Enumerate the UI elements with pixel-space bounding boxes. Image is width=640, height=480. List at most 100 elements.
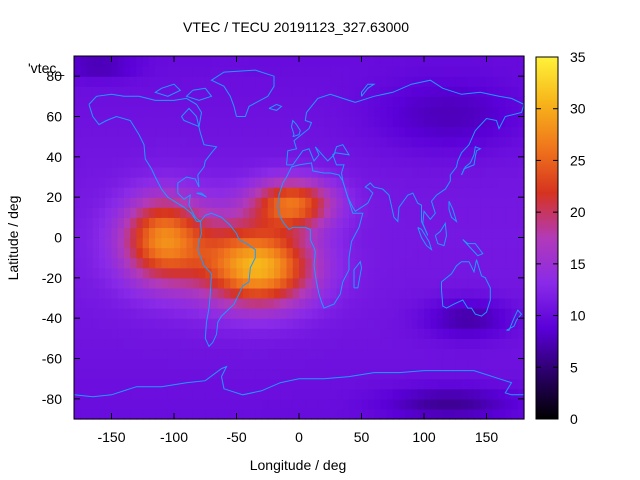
heatmap-cell (355, 338, 363, 350)
heatmap-cell (361, 247, 369, 259)
heatmap-cell (117, 116, 125, 128)
heatmap-cell (267, 156, 275, 168)
heatmap-cell (255, 247, 263, 259)
heatmap-cell (92, 408, 100, 420)
heatmap-cell (230, 318, 238, 329)
heatmap-cell (517, 328, 525, 339)
heatmap-cell (374, 146, 381, 158)
heatmap-cell (105, 177, 113, 188)
heatmap-cell (230, 166, 238, 178)
heatmap-cell (486, 388, 494, 400)
heatmap-cell (261, 277, 269, 289)
heatmap-cell (292, 126, 300, 138)
heatmap-cell (105, 116, 113, 128)
heatmap-cell (205, 106, 213, 118)
heatmap-cell (399, 378, 406, 390)
heatmap-cell (174, 287, 181, 299)
heatmap-cell (405, 76, 413, 87)
heatmap-cell (424, 217, 431, 229)
heatmap-cell (155, 247, 163, 259)
heatmap-cell (249, 66, 256, 77)
heatmap-cell (405, 56, 413, 67)
heatmap-cell (192, 116, 200, 128)
heatmap-cell (355, 298, 363, 309)
heatmap-cell (236, 358, 244, 370)
heatmap-cell (474, 116, 481, 128)
heatmap-cell (317, 398, 325, 410)
heatmap-cell (274, 338, 281, 350)
heatmap-cell (292, 66, 300, 77)
heatmap-cell (392, 348, 400, 360)
heatmap-cell (399, 247, 406, 259)
heatmap-cell (161, 126, 169, 138)
heatmap-cell (336, 116, 344, 128)
heatmap-cell (80, 177, 88, 188)
heatmap-cell (230, 237, 238, 249)
heatmap-cell (217, 398, 225, 410)
heatmap-cell (336, 368, 344, 380)
heatmap-cell (267, 348, 275, 360)
heatmap-cell (180, 277, 188, 289)
heatmap-cell (199, 187, 206, 198)
heatmap-cell (299, 328, 306, 339)
y-tick-label: 0 (54, 230, 62, 246)
heatmap-cell (424, 247, 431, 259)
heatmap-cell (392, 136, 400, 148)
heatmap-cell (230, 56, 238, 67)
heatmap-cell (211, 257, 219, 269)
heatmap-cell (155, 66, 163, 77)
heatmap-cell (155, 227, 163, 239)
heatmap-cell (361, 177, 369, 188)
heatmap-cell (336, 358, 344, 370)
heatmap-cell (336, 187, 344, 198)
heatmap-cell (336, 86, 344, 97)
heatmap-cell (249, 217, 256, 229)
heatmap-cell (299, 247, 306, 259)
heatmap-cell (105, 146, 113, 158)
heatmap-cell (511, 398, 519, 410)
heatmap-cell (342, 358, 350, 370)
heatmap-cell (467, 267, 475, 279)
heatmap-cell (399, 358, 406, 370)
heatmap-cell (380, 358, 388, 370)
heatmap-cell (174, 277, 181, 289)
heatmap-cell (155, 116, 163, 128)
heatmap-cell (336, 217, 344, 229)
heatmap-cell (355, 388, 363, 400)
heatmap-cell (299, 116, 306, 128)
heatmap-cell (155, 267, 163, 279)
heatmap-cell (167, 388, 175, 400)
heatmap-cell (480, 348, 488, 360)
heatmap-cell (186, 96, 194, 108)
heatmap-cell (186, 408, 194, 420)
heatmap-cell (242, 247, 250, 259)
heatmap-cell (374, 378, 381, 390)
heatmap-cell (386, 96, 394, 108)
x-axis-ticks: -150 -100 -50 0 50 100 150 (97, 56, 498, 445)
heatmap-cell (280, 267, 288, 279)
heatmap-cell (430, 156, 438, 168)
heatmap-cell (499, 96, 506, 108)
heatmap-cell (242, 287, 250, 299)
heatmap-cell (142, 287, 150, 299)
heatmap-cell (311, 388, 319, 400)
heatmap-cell (499, 66, 506, 77)
heatmap-cell (211, 287, 219, 299)
heatmap-cell (130, 378, 138, 390)
heatmap-cell (149, 388, 156, 400)
heatmap-cell (305, 156, 313, 168)
heatmap-cell (86, 156, 94, 168)
heatmap-cell (386, 257, 394, 269)
coastline-path (88, 93, 218, 222)
heatmap-cell (86, 388, 94, 400)
heatmap-cell (211, 328, 219, 339)
heatmap-cell (111, 378, 119, 390)
heatmap-cell (136, 106, 144, 118)
heatmap-cell (399, 318, 406, 329)
heatmap-cell (280, 126, 288, 138)
heatmap-cell (361, 287, 369, 299)
heatmap-cell (480, 247, 488, 259)
heatmap-cell (380, 247, 388, 259)
heatmap-cell (492, 217, 500, 229)
heatmap-cell (492, 106, 500, 118)
